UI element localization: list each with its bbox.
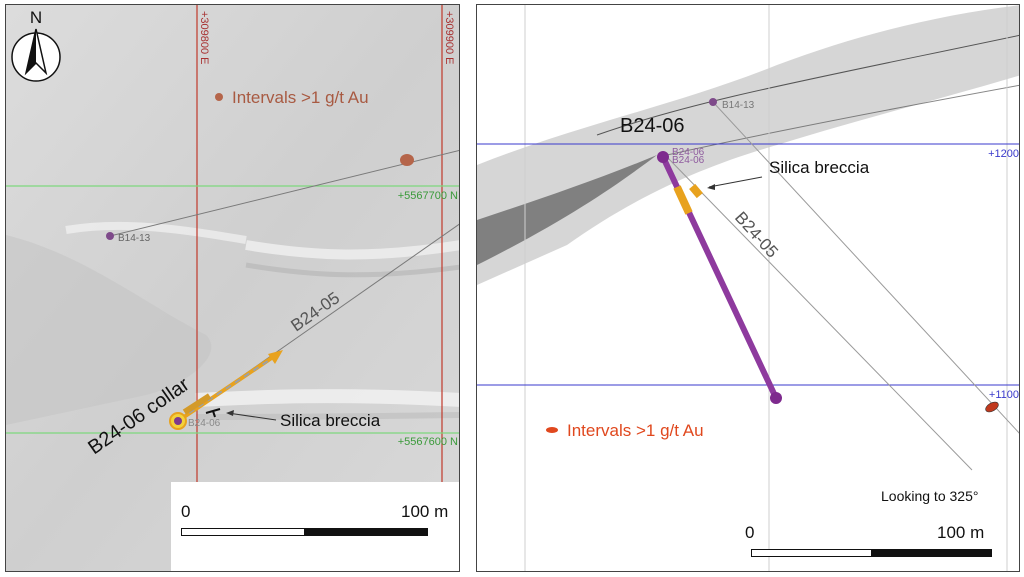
legend-label: Intervals >1 g/t Au [567,421,704,440]
b24-05-trace [666,156,973,471]
b24-06-trace-dash [179,356,275,420]
view-direction: Looking to 325° [881,488,978,504]
terrain-ridge-3 [65,221,247,244]
b24-06-collar [174,417,182,425]
legend-label: Intervals >1 g/t Au [232,88,369,107]
b24-06-arrow-head [268,350,283,364]
terrain-shade [6,235,212,425]
elevation-label-1100: +1100 [989,389,1019,401]
b24-06-end [770,392,782,404]
b14-13-collar [709,98,717,106]
topography-edge-2 [666,84,1019,156]
elevation-label-1200: +1200 [988,148,1019,160]
b14-13-collar [106,232,114,240]
silica-breccia-leader [227,412,277,421]
scale-bar: 0 100 m [171,482,459,571]
topography-edge [596,34,1019,136]
plan-map: +309800 E +309900 E +5567700 N +5567600 … [5,4,460,572]
intercept-marker [400,154,414,166]
cross-section: +1200 +1100 B14-13 B24-06 B24-06 B24-05 … [476,4,1020,572]
scale-start: 0 [181,502,191,521]
silica-breccia-label: Silica breccia [280,411,381,430]
b24-05-label: B24-05 [731,208,782,261]
silica-breccia-symbol [689,183,703,199]
gold-interval [182,393,212,415]
b24-06-label: B24-06 [188,418,221,429]
legend-dot [215,93,223,101]
northing-label-1: +5567700 N [398,190,458,202]
easting-label-2: +309900 E [443,11,455,65]
scale-end: 100 m [937,523,985,542]
b24-06-small-label-1: B24-06 [672,147,705,158]
b14-13-trace [712,101,1019,434]
terrain-valley [245,262,459,278]
b24-06-small-label-2: B24-06 [672,155,705,166]
north-arrow-shade [26,29,36,73]
silica-breccia-symbol-2 [212,410,216,418]
scale-start: 0 [745,523,755,542]
terrain-ridge-2 [195,389,459,407]
scale-bar-white [181,528,305,536]
b24-06-collar [657,151,669,163]
scale-bar: 0 100 m [741,517,1001,569]
silica-breccia-label: Silica breccia [769,158,870,177]
b14-13-label: B14-13 [722,100,755,111]
terrain-ridge [245,240,459,260]
legend-marker [546,427,558,433]
leader-arrow [226,410,234,416]
topography-surface [477,5,1019,285]
easting-label-1: +309800 E [198,11,210,65]
scale-bar-white [751,549,872,557]
plan-map-canvas: +309800 E +309900 E +5567700 N +5567600 … [6,5,459,571]
scale-bar-black [304,528,428,536]
b24-06-gold-interval [673,185,693,215]
scale-bar-black [871,549,992,557]
cross-section-canvas: +1200 +1100 B14-13 B24-06 B24-06 B24-05 … [477,5,1019,571]
intercept-marker [985,401,999,413]
silica-breccia-leader [708,176,763,188]
scale-end: 100 m [401,502,449,521]
b24-06-label: B24-06 [620,115,685,137]
topography-dark-face [477,155,657,265]
leader-arrow [707,184,715,190]
terrain-valley-2 [195,412,459,420]
north-label: N [30,8,42,27]
northing-label-2: +5567600 N [398,436,458,448]
b14-13-label: B14-13 [118,233,151,244]
